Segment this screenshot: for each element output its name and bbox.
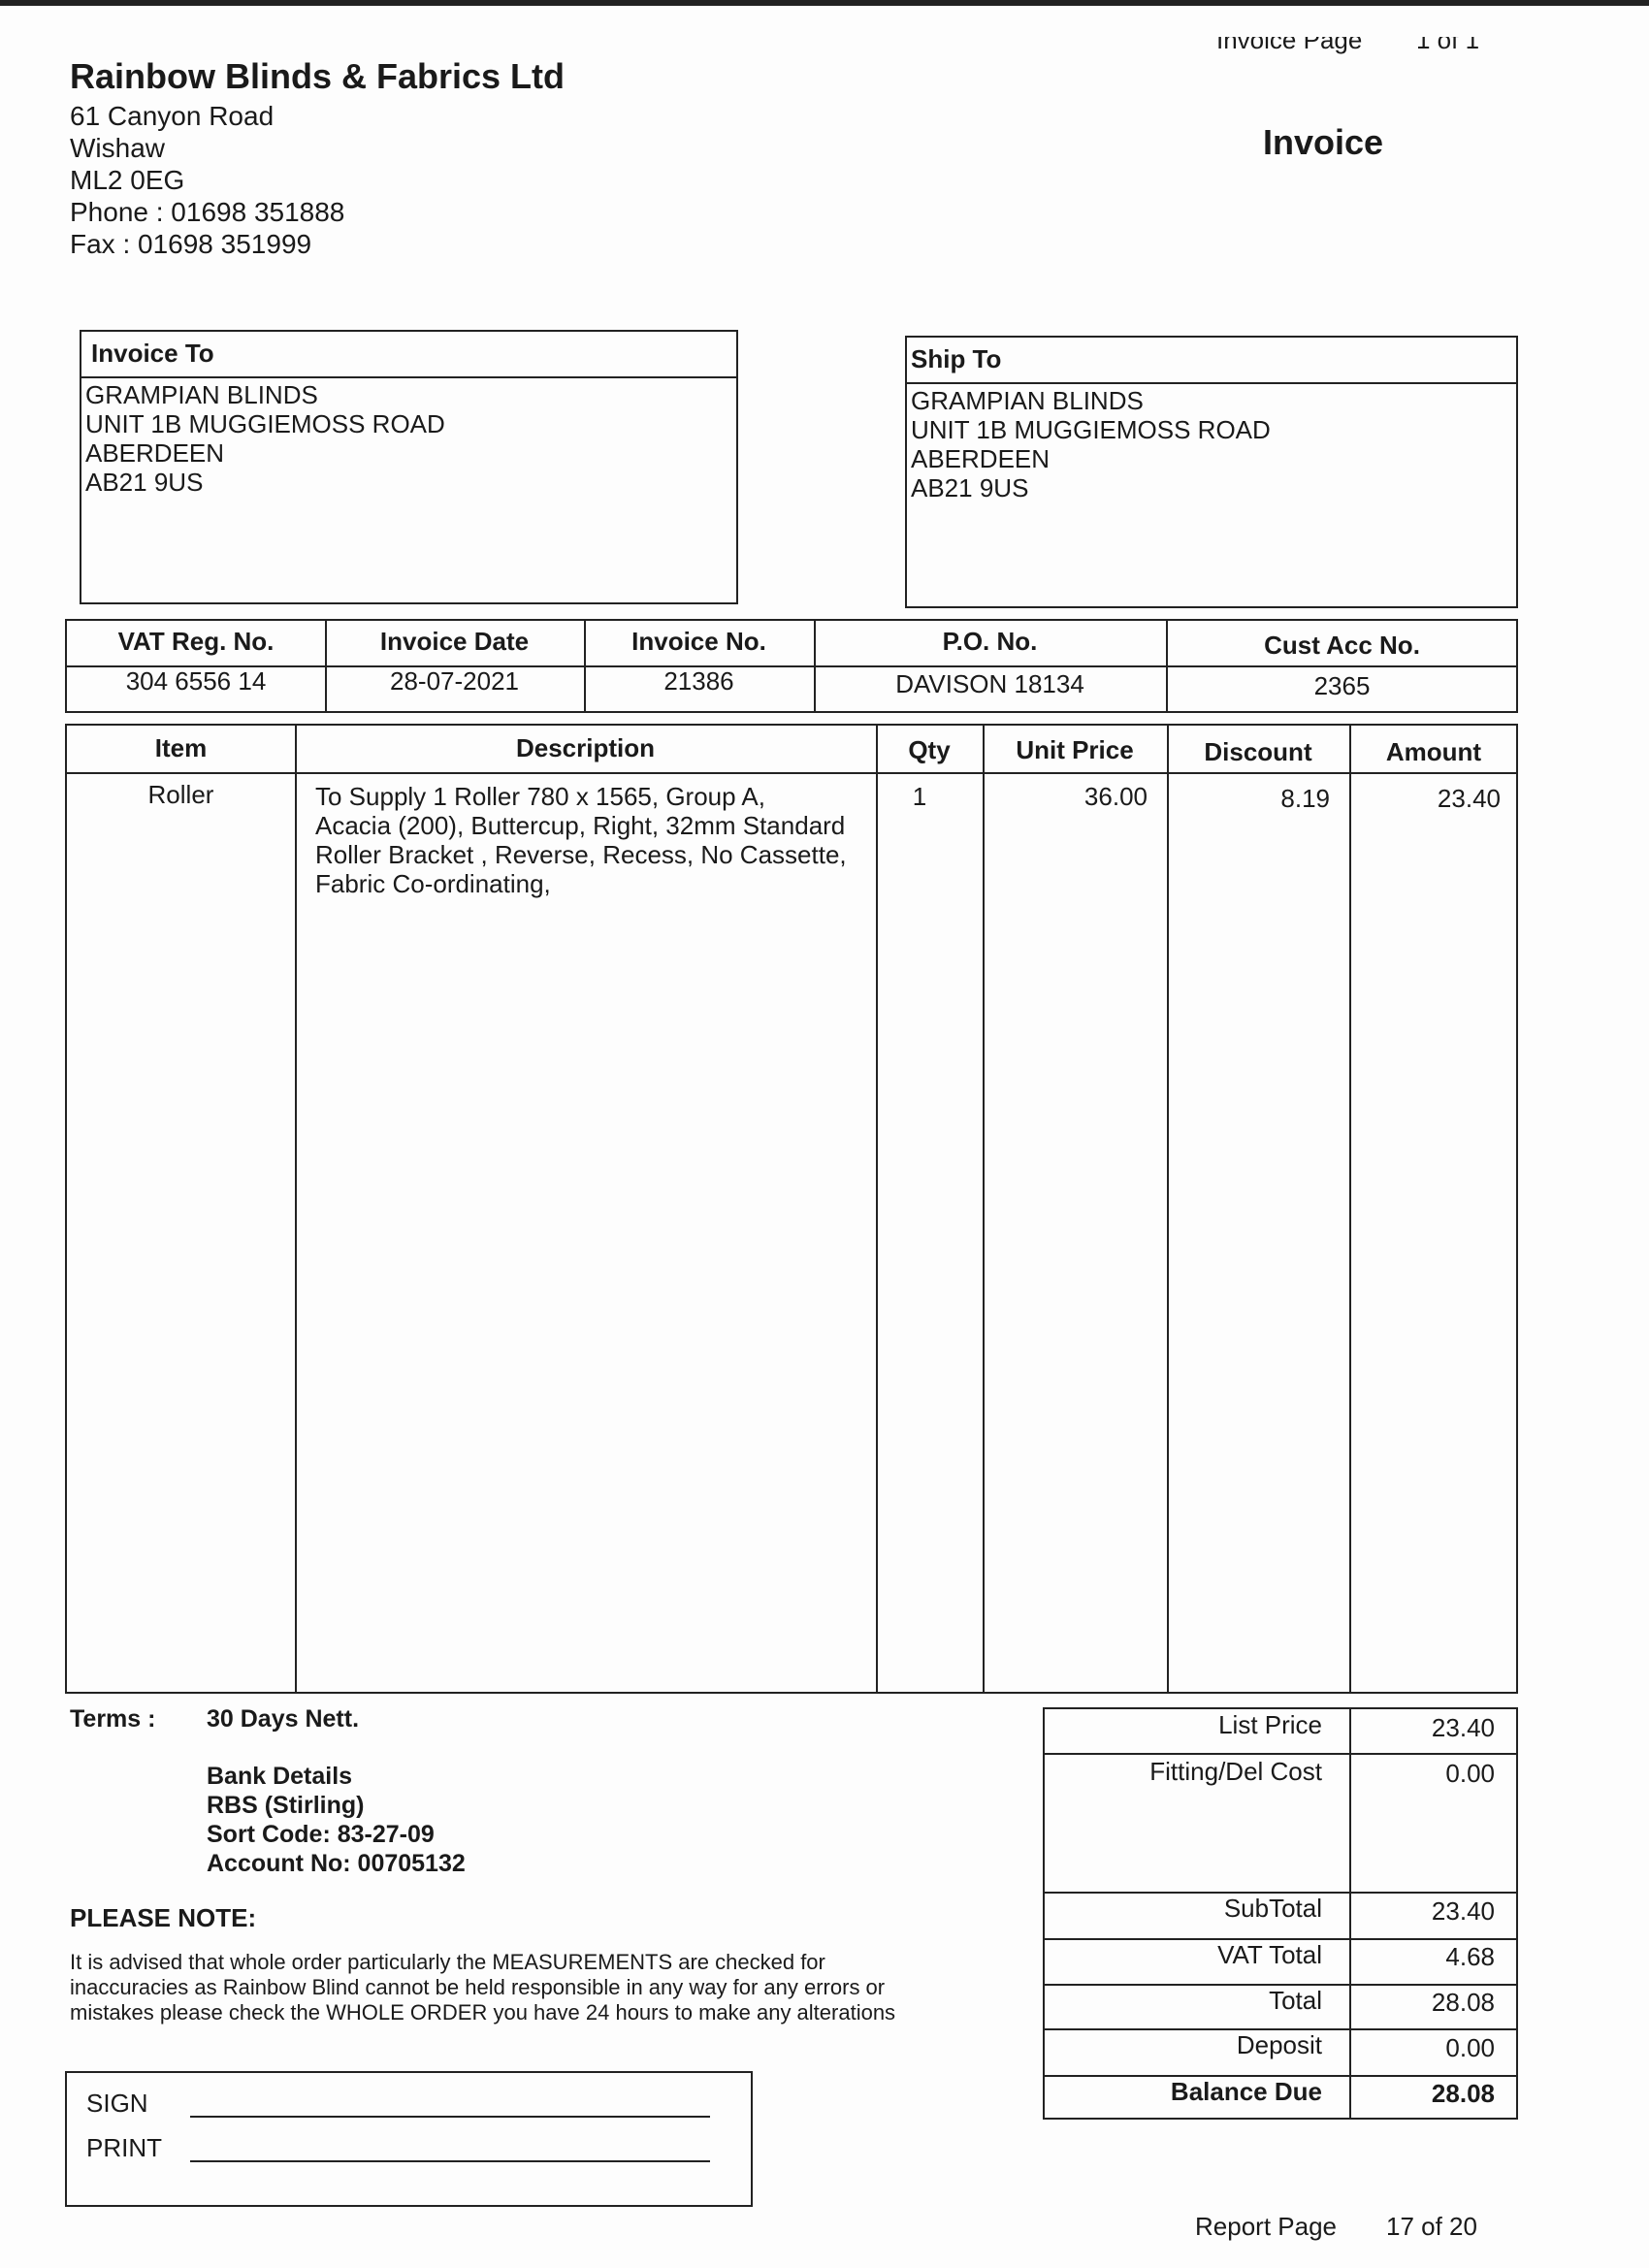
- totals-table: List Price 23.40 Fitting/Del Cost 0.00 S…: [1043, 1707, 1518, 2120]
- vat-total-value: 4.68: [1445, 1942, 1495, 1971]
- ship-to-title: Ship To: [907, 338, 1516, 384]
- subtotal-value: 23.40: [1431, 1896, 1495, 1926]
- description-header: Description: [515, 733, 656, 762]
- po-no-value: DAVISON 18134: [895, 669, 1084, 698]
- bank-details-title: Bank Details: [207, 1763, 353, 1790]
- item-header: Item: [154, 733, 208, 762]
- subtotal-label: SubTotal: [1223, 1894, 1322, 1923]
- unit-price-cell: 36.00: [1083, 782, 1148, 811]
- ship-to-line: UNIT 1B MUGGIEMOSS ROAD: [911, 415, 1271, 444]
- company-fax: Fax : 01698 351999: [70, 229, 312, 259]
- items-table: Item Description Qty Unit Price Discount…: [65, 724, 1518, 1694]
- company-phone: Phone : 01698 351888: [70, 197, 345, 227]
- note-line: It is advised that whole order particula…: [70, 1950, 825, 1974]
- vat-total-label: VAT Total: [1217, 1940, 1322, 1969]
- fitting-del-cost-value: 0.00: [1445, 1759, 1495, 1788]
- deposit-value: 0.00: [1445, 2033, 1495, 2062]
- balance-due-label: Balance Due: [1170, 2077, 1322, 2106]
- company-name: Rainbow Blinds & Fabrics Ltd: [70, 56, 566, 96]
- scan-edge: [0, 0, 1649, 6]
- company-address-line: ML2 0EG: [70, 165, 185, 195]
- invoice-no-value: 21386: [663, 666, 734, 696]
- vat-reg-header: VAT Reg. No.: [117, 627, 275, 656]
- fitting-del-cost-label: Fitting/Del Cost: [1149, 1757, 1322, 1786]
- invoice-to-box: Invoice To GRAMPIAN BLINDS UNIT 1B MUGGI…: [80, 330, 738, 604]
- total-label: Total: [1269, 1986, 1322, 2015]
- ship-to-line: ABERDEEN: [911, 444, 1051, 473]
- description-line: Roller Bracket , Reverse, Recess, No Cas…: [315, 840, 847, 869]
- discount-header: Discount: [1204, 737, 1312, 766]
- unit-price-header: Unit Price: [1016, 735, 1134, 764]
- report-page-value: 17 of 20: [1386, 2212, 1477, 2241]
- invoice-no-header: Invoice No.: [631, 627, 766, 656]
- ship-to-line: GRAMPIAN BLINDS: [911, 386, 1144, 415]
- amount-cell: 23.40: [1437, 784, 1501, 813]
- page-indicator-value: 1 of 1: [1416, 25, 1480, 54]
- amount-header: Amount: [1385, 737, 1482, 766]
- note-line: mistakes please check the WHOLE ORDER yo…: [70, 2000, 896, 2025]
- page-indicator-label: Invoice Page: [1216, 25, 1363, 54]
- bank-name: RBS (Stirling): [207, 1792, 365, 1819]
- po-no-header: P.O. No.: [942, 627, 1038, 656]
- print-label: PRINT: [86, 2133, 162, 2162]
- balance-due-value: 28.08: [1431, 2079, 1495, 2108]
- list-price-value: 23.40: [1431, 1713, 1495, 1742]
- signature-box: SIGN PRINT: [65, 2071, 753, 2207]
- invoice-date-value: 28-07-2021: [390, 666, 519, 696]
- report-page-label: Report Page: [1195, 2212, 1337, 2241]
- total-value: 28.08: [1431, 1988, 1495, 2017]
- description-line: To Supply 1 Roller 780 x 1565, Group A,: [315, 782, 765, 811]
- invoice-to-title: Invoice To: [81, 332, 736, 378]
- print-line[interactable]: [190, 2160, 710, 2162]
- invoice-to-line: AB21 9US: [85, 468, 204, 497]
- cust-acc-value: 2365: [1313, 671, 1371, 700]
- invoice-date-header: Invoice Date: [379, 627, 530, 656]
- description-line: Fabric Co-ordinating,: [315, 869, 551, 898]
- sign-label: SIGN: [86, 2089, 148, 2118]
- invoice-to-line: GRAMPIAN BLINDS: [85, 380, 318, 409]
- document-title: Invoice: [1263, 122, 1384, 162]
- qty-header: Qty: [908, 735, 951, 764]
- terms-label: Terms :: [70, 1705, 156, 1733]
- invoice-to-line: ABERDEEN: [85, 438, 225, 468]
- cust-acc-header: Cust Acc No.: [1264, 631, 1420, 660]
- sort-code: Sort Code: 83-27-09: [207, 1821, 435, 1848]
- ship-to-line: AB21 9US: [911, 473, 1029, 502]
- company-address-line: 61 Canyon Road: [70, 101, 275, 131]
- invoice-info-table: VAT Reg. No. Invoice Date Invoice No. P.…: [65, 619, 1518, 713]
- list-price-label: List Price: [1218, 1710, 1322, 1739]
- please-note-title: PLEASE NOTE:: [70, 1903, 257, 1932]
- item-cell: Roller: [147, 780, 214, 809]
- deposit-label: Deposit: [1236, 2030, 1322, 2059]
- invoice-to-line: UNIT 1B MUGGIEMOSS ROAD: [85, 409, 445, 438]
- discount-cell: 8.19: [1280, 784, 1330, 813]
- company-address-line: Wishaw: [70, 133, 166, 163]
- vat-reg-value: 304 6556 14: [125, 666, 267, 696]
- note-line: inaccuracies as Rainbow Blind cannot be …: [70, 1975, 886, 1999]
- terms-value: 30 Days Nett.: [207, 1705, 360, 1733]
- ship-to-box: Ship To GRAMPIAN BLINDS UNIT 1B MUGGIEMO…: [905, 336, 1518, 608]
- description-line: Acacia (200), Buttercup, Right, 32mm Sta…: [315, 811, 846, 840]
- qty-cell: 1: [912, 782, 927, 811]
- description-cell: To Supply 1 Roller 780 x 1565, Group A, …: [315, 782, 847, 898]
- account-number: Account No: 00705132: [207, 1850, 466, 1877]
- sign-line[interactable]: [190, 2116, 710, 2118]
